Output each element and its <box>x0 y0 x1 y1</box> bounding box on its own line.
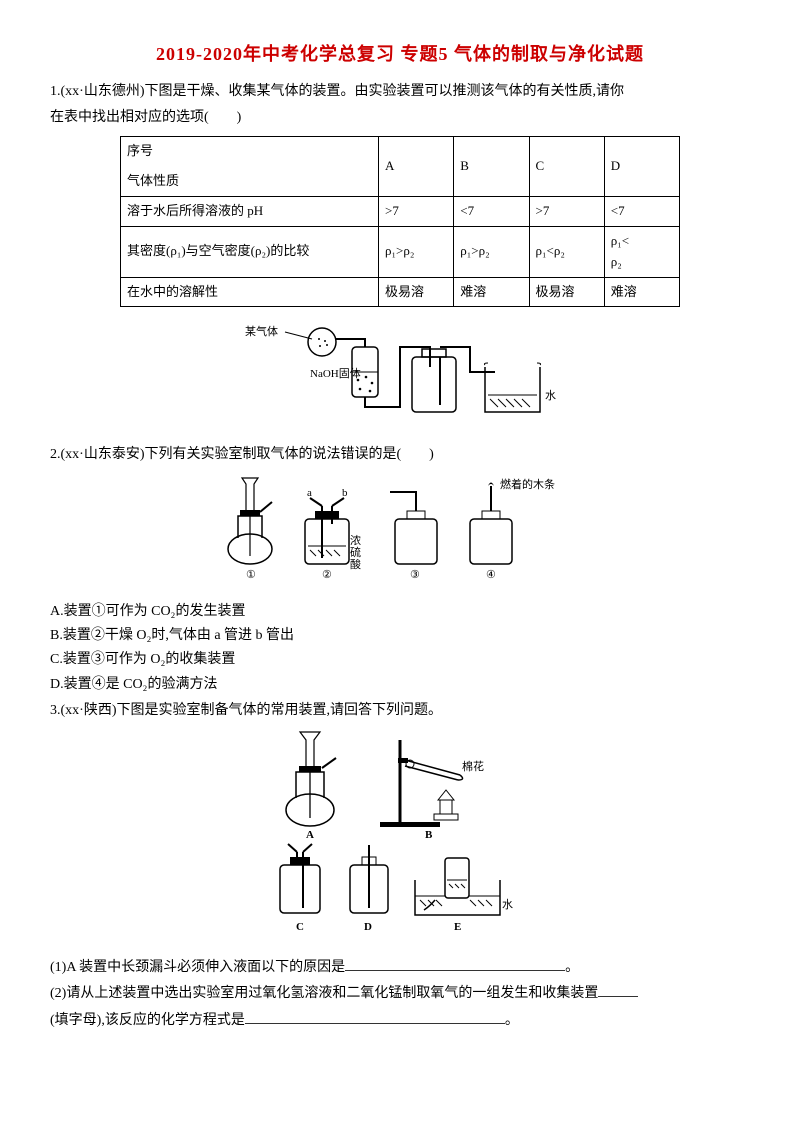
q3-part2b: (填字母),该反应的化学方程式是 。 <box>50 1010 750 1032</box>
q3-figure: A 棉花 B C D 水 E <box>50 730 750 948</box>
q3-p2-end: 。 <box>505 1013 519 1028</box>
q1-r3-A: ρ₁>ρ₂ <box>379 226 454 277</box>
q1-r3-label: 其密度(ρ₁)与空气密度(ρ₂)的比较 <box>121 226 379 277</box>
q3-p2a-text: (2)请从上述装置中选出实验室用过氧化氢溶液和二氧化锰制取氧气的一组发生和收集装… <box>50 986 598 1001</box>
q3-p2a-blank[interactable] <box>598 996 638 997</box>
q1-figure: 某气体 NaOH固体 水 <box>50 317 750 435</box>
q3-B: B <box>425 829 433 841</box>
q3-E: E <box>454 921 461 933</box>
q1-r3-B: ρ₁>ρ₂ <box>454 226 529 277</box>
q1-r2-A: >7 <box>379 197 454 227</box>
q2-optB: B.装置②干燥 O₂时,气体由 a 管进 b 管出 <box>50 625 750 647</box>
q1-r4-D: 难溶 <box>604 277 679 307</box>
q3-water: 水 <box>502 898 513 911</box>
q1-th-rowhead: 序号 气体性质 <box>121 136 379 197</box>
q2-optD: D.装置④是 CO₂的验满方法 <box>50 674 750 696</box>
q1-r4-C: 极易溶 <box>529 277 604 307</box>
q2-acid3: 酸 <box>350 557 361 571</box>
q1-r2-label: 溶于水后所得溶液的 pH <box>121 197 379 227</box>
q3-cotton: 棉花 <box>462 759 484 773</box>
q1-th-C: C <box>529 136 604 197</box>
q2-figure: ① a b 浓 硫 酸 ② ③ 燃着的木条 ④ <box>50 474 750 592</box>
q1-r3-D: ρ₁< ρ₂ <box>604 226 679 277</box>
q3-C: C <box>296 921 304 933</box>
q1-th-D: D <box>604 136 679 197</box>
q1-th-top: 序号 <box>127 141 372 162</box>
q3-p2b-text: (填字母),该反应的化学方程式是 <box>50 1013 245 1028</box>
q2-apparatus-svg: ① a b 浓 硫 酸 ② ③ 燃着的木条 ④ <box>210 474 590 584</box>
q1-apparatus-svg: 某气体 NaOH固体 水 <box>240 317 560 427</box>
q1-th-bottom: 气体性质 <box>127 171 372 192</box>
q3-p1-text: (1)A 装置中长颈漏斗必须伸入液面以下的原因是 <box>50 960 345 975</box>
q3-D: D <box>364 921 372 933</box>
title-text: 2019-2020年中考化学总复习 专题5 气体的制取与净化试题 <box>156 44 644 64</box>
gas-label: 某气体 <box>245 324 278 338</box>
q3-apparatus-svg: A 棉花 B C D 水 E <box>250 730 550 940</box>
q2-n4: ④ <box>486 569 496 581</box>
q2-optC: C.装置③可作为 O₂的收集装置 <box>50 649 750 671</box>
q2-wood: 燃着的木条 <box>500 477 555 491</box>
page-title: 2019-2020年中考化学总复习 专题5 气体的制取与净化试题 <box>50 40 750 69</box>
q2-acid: 浓 <box>350 534 361 547</box>
q1-r4-B: 难溶 <box>454 277 529 307</box>
q3-part1: (1)A 装置中长颈漏斗必须伸入液面以下的原因是 。 <box>50 957 750 979</box>
q1-th-A: A <box>379 136 454 197</box>
q1-r3-D-b: ρ₂ <box>611 254 622 269</box>
q2-n3: ③ <box>410 569 420 581</box>
q2-stem: 2.(xx·山东泰安)下列有关实验室制取气体的说法错误的是( ) <box>50 444 750 466</box>
q2-a: a <box>307 487 312 499</box>
q2-n2: ② <box>322 569 332 581</box>
q1-r3-D-a: ρ₁< <box>611 233 629 248</box>
q1-r2-C: >7 <box>529 197 604 227</box>
q2-optA: A.装置①可作为 CO₂的发生装置 <box>50 601 750 623</box>
q1-r4-A: 极易溶 <box>379 277 454 307</box>
q1-r3-C: ρ₁<ρ₂ <box>529 226 604 277</box>
q1-th-B: B <box>454 136 529 197</box>
q3-A: A <box>306 829 314 841</box>
q2-n1: ① <box>246 569 256 581</box>
q3-p1-end: 。 <box>565 960 579 975</box>
q1-r2-B: <7 <box>454 197 529 227</box>
q3-p1-blank[interactable] <box>345 970 565 971</box>
q1-stem-line2: 在表中找出相对应的选项( ) <box>50 107 750 129</box>
q3-stem: 3.(xx·陕西)下图是实验室制备气体的常用装置,请回答下列问题。 <box>50 700 750 722</box>
q2-acid2: 硫 <box>350 545 361 559</box>
naoh-label: NaOH固体 <box>310 366 361 380</box>
q1-table: 序号 气体性质 A B C D 溶于水后所得溶液的 pH >7 <7 >7 <7… <box>120 136 680 308</box>
q3-part2a: (2)请从上述装置中选出实验室用过氧化氢溶液和二氧化锰制取氧气的一组发生和收集装… <box>50 983 750 1005</box>
q1-r4-label: 在水中的溶解性 <box>121 277 379 307</box>
water-label-q1: 水 <box>545 389 556 402</box>
q1-r2-D: <7 <box>604 197 679 227</box>
q3-p2b-blank[interactable] <box>245 1023 505 1024</box>
q1-stem-line1: 1.(xx·山东德州)下图是干燥、收集某气体的装置。由实验装置可以推测该气体的有… <box>50 81 750 103</box>
q2-b: b <box>342 487 348 499</box>
